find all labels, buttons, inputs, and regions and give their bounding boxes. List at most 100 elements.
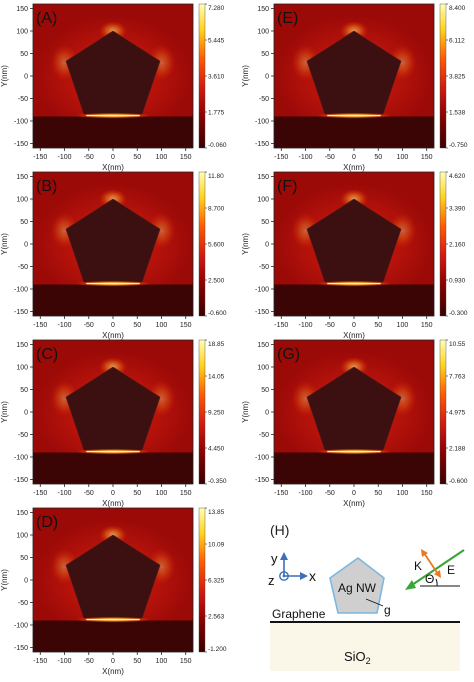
y-axis-label: Y(nm) bbox=[241, 65, 250, 87]
y-tick-label: 100 bbox=[257, 365, 269, 372]
colorbar bbox=[198, 339, 206, 485]
y-tick-label: 50 bbox=[261, 219, 269, 226]
y-tick-label: 0 bbox=[265, 242, 269, 249]
panel-label: (C) bbox=[36, 346, 58, 363]
x-tick-label: -50 bbox=[325, 490, 335, 497]
y-tick-label: 150 bbox=[16, 174, 28, 181]
x-tick-label: 100 bbox=[156, 658, 168, 665]
colorbar-tick-label: 1.775 bbox=[208, 110, 225, 117]
heatmap-panels: (A) -150 -100 -50 0 50 100 150 -150 -100 -50 0 50 100… bbox=[0, 3, 468, 676]
heatmap-panel-4: (C) -150 -100 -50 0 50 100 150 -150 -100 -50 0 50 100… bbox=[0, 339, 227, 508]
colorbar-tick-label: 7.280 bbox=[208, 5, 225, 12]
y-axis-label: Y(nm) bbox=[0, 401, 9, 423]
y-tick-label: 50 bbox=[20, 555, 28, 562]
y-tick-label: -50 bbox=[18, 600, 28, 607]
x-tick-label: 150 bbox=[180, 322, 192, 329]
colorbar-tick-label: 5.600 bbox=[208, 242, 225, 249]
y-axis-arrowhead bbox=[280, 552, 288, 560]
colorbar-tick-label: 2.500 bbox=[208, 278, 225, 285]
axis-z-label: z bbox=[268, 573, 275, 588]
y-tick-label: 0 bbox=[24, 578, 28, 585]
wavevector-arrowhead bbox=[405, 580, 416, 590]
x-tick-label: -50 bbox=[325, 322, 335, 329]
substrate-region bbox=[33, 452, 193, 484]
x-tick-label: 50 bbox=[374, 154, 382, 161]
x-tick-label: -150 bbox=[274, 490, 288, 497]
x-tick-label: 50 bbox=[133, 658, 141, 665]
x-tick-label: 50 bbox=[374, 322, 382, 329]
colorbar-tick-label: -1.200 bbox=[208, 646, 227, 653]
heatmap-plot-area bbox=[33, 340, 193, 484]
colorbar-tick-label: 8.400 bbox=[449, 5, 466, 12]
y-tick-label: 0 bbox=[24, 242, 28, 249]
y-tick-label: 0 bbox=[24, 410, 28, 417]
heatmap-panel-0: (A) -150 -100 -50 0 50 100 150 -150 -100 -50 0 50 100… bbox=[0, 3, 227, 172]
x-tick-label: 0 bbox=[352, 322, 356, 329]
panel-label: (B) bbox=[36, 178, 57, 195]
graphene-label: Graphene bbox=[272, 607, 326, 621]
substrate-region bbox=[274, 452, 434, 484]
heatmap-panel-5: (G) -150 -100 -50 0 50 100 150 -150 -100 -50 0 50 100… bbox=[241, 339, 468, 508]
y-tick-label: -50 bbox=[18, 96, 28, 103]
y-tick-label: 50 bbox=[20, 51, 28, 58]
x-tick-label: -150 bbox=[33, 154, 47, 161]
x-tick-label: 150 bbox=[180, 490, 192, 497]
x-axis-label: X(nm) bbox=[102, 499, 124, 508]
colorbar-tick-label: 11.80 bbox=[208, 173, 224, 180]
angle-arc bbox=[435, 578, 438, 587]
heatmap-plot-area bbox=[274, 4, 434, 148]
colorbar bbox=[198, 507, 206, 653]
y-tick-label: -100 bbox=[14, 623, 28, 630]
x-tick-label: 100 bbox=[156, 322, 168, 329]
colorbar-tick-label: 4.975 bbox=[449, 410, 466, 417]
y-axis-label: Y(nm) bbox=[0, 569, 9, 591]
colorbar-tick-label: 0.930 bbox=[449, 278, 466, 285]
field-arrowhead-top bbox=[421, 549, 428, 557]
y-axis-label: Y(nm) bbox=[241, 233, 250, 255]
colorbar-tick-label: 6.112 bbox=[449, 38, 465, 45]
y-tick-label: 100 bbox=[16, 533, 28, 540]
wavevector-label: K bbox=[414, 559, 422, 573]
x-axis-label: X(nm) bbox=[343, 499, 365, 508]
colorbar-tick-label: 6.325 bbox=[208, 578, 225, 585]
y-tick-label: 50 bbox=[20, 387, 28, 394]
substrate bbox=[270, 623, 460, 671]
y-tick-label: -150 bbox=[14, 645, 28, 652]
x-axis-label: X(nm) bbox=[102, 163, 124, 172]
y-tick-label: -150 bbox=[255, 141, 269, 148]
y-axis-label: Y(nm) bbox=[241, 401, 250, 423]
x-axis-label: X(nm) bbox=[343, 163, 365, 172]
x-tick-label: 50 bbox=[374, 490, 382, 497]
colorbar-tick-label: 1.538 bbox=[449, 110, 466, 117]
y-tick-label: -150 bbox=[14, 141, 28, 148]
y-tick-label: -150 bbox=[14, 309, 28, 316]
y-axis-label: Y(nm) bbox=[0, 65, 9, 87]
substrate-region bbox=[274, 116, 434, 148]
panel-label: (E) bbox=[277, 10, 298, 27]
x-tick-label: 0 bbox=[352, 154, 356, 161]
y-tick-label: 150 bbox=[16, 510, 28, 517]
x-tick-label: 100 bbox=[156, 154, 168, 161]
axis-y-label: y bbox=[271, 551, 278, 566]
x-tick-label: 150 bbox=[180, 154, 192, 161]
y-tick-label: -150 bbox=[255, 477, 269, 484]
x-axis-label: X(nm) bbox=[343, 331, 365, 340]
y-tick-label: -50 bbox=[259, 432, 269, 439]
y-tick-label: 0 bbox=[265, 74, 269, 81]
substrate-region bbox=[33, 284, 193, 316]
x-tick-label: -150 bbox=[33, 658, 47, 665]
x-tick-label: -50 bbox=[84, 154, 94, 161]
schematic-panel-label: (H) bbox=[270, 522, 289, 538]
x-tick-label: 150 bbox=[421, 322, 433, 329]
x-tick-label: 50 bbox=[133, 490, 141, 497]
colorbar-tick-label: -0.600 bbox=[208, 310, 227, 317]
colorbar-tick-label: -0.350 bbox=[208, 478, 227, 485]
x-tick-label: 0 bbox=[111, 154, 115, 161]
heatmap-plot-area bbox=[33, 172, 193, 316]
x-tick-label: 0 bbox=[352, 490, 356, 497]
x-tick-label: 50 bbox=[133, 322, 141, 329]
heatmap-plot-area bbox=[274, 340, 434, 484]
x-tick-label: -50 bbox=[325, 154, 335, 161]
colorbar-tick-label: 2.160 bbox=[449, 242, 466, 249]
y-tick-label: 150 bbox=[257, 6, 269, 13]
